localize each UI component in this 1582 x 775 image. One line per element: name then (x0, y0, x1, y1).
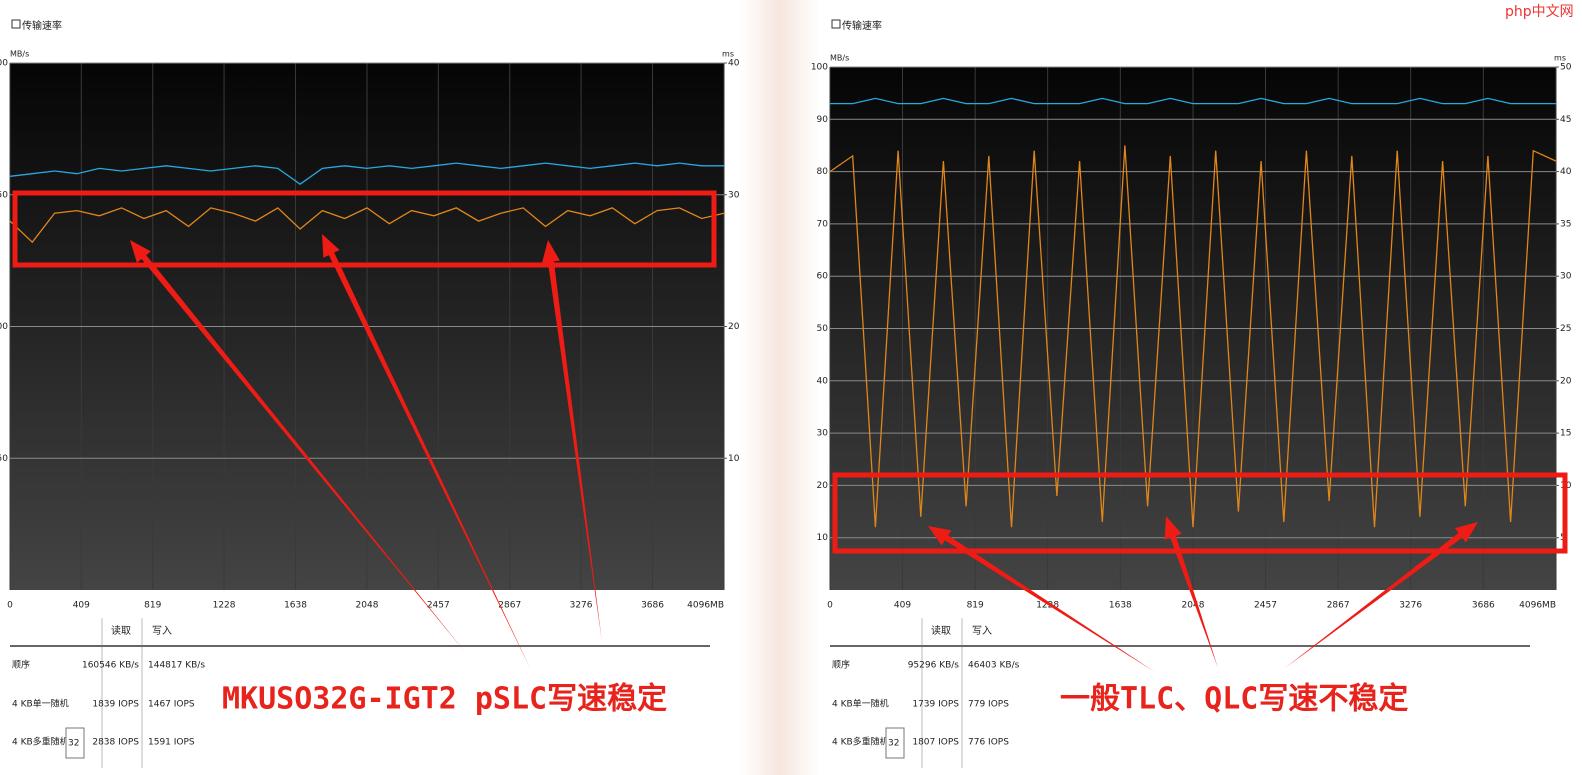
write-value: 776 IOPS (968, 738, 1009, 748)
y2-tick-label: 10 (728, 454, 740, 464)
queue-depth: 32 (888, 739, 899, 749)
row-label: 顺序 (832, 659, 850, 671)
series-line (830, 97, 1556, 105)
read-value: 95296 KB/s (908, 661, 960, 671)
x-tick-label: 409 (894, 601, 911, 611)
x-tick-label: 2457 (427, 601, 450, 611)
x-tick-label: 1228 (213, 601, 236, 611)
write-value: 144817 KB/s (148, 661, 205, 671)
x-tick-label: 3686 (1472, 601, 1495, 611)
series-line (9, 207, 725, 244)
highlight-box (832, 472, 1568, 554)
read-value: 1839 IOPS (92, 700, 139, 710)
x-tick-label: 409 (73, 601, 90, 611)
queue-spinner (65, 727, 85, 759)
y-tick-label: 10 (817, 533, 829, 543)
chart-title: 传输速率 (22, 19, 62, 32)
write-value: 46403 KB/s (968, 661, 1020, 671)
y-tick-label: 100 (811, 63, 828, 73)
table-header: 读取 (931, 624, 951, 637)
table-header: 写入 (152, 625, 172, 637)
y-tick-label: 20 (817, 481, 829, 491)
x-tick-label: 3686 (641, 601, 664, 611)
x-tick-label: 2048 (1182, 601, 1205, 611)
arrow (1285, 522, 1478, 668)
row-label: 4 KB单一随机 (832, 698, 889, 710)
arrow (928, 526, 1155, 672)
y-tick-label: 90 (817, 115, 829, 125)
y-tick-label: 30 (817, 429, 829, 439)
y2-tick-label: 25 (1560, 324, 1571, 334)
arrow (1164, 516, 1218, 668)
read-value: 2838 IOPS (92, 738, 139, 748)
y-axis-label: MB/s (10, 50, 29, 59)
y-tick-label: 60 (817, 272, 829, 282)
x-tick-label: 819 (144, 601, 161, 611)
y-tick-label: 40 (817, 376, 829, 386)
y2-tick-label: 45 (1560, 115, 1571, 125)
watermark: php中文网 (1505, 4, 1574, 20)
read-value: 1807 IOPS (912, 738, 959, 748)
x-tick-label: 4096MB (687, 601, 724, 611)
x-tick-label: 1638 (1109, 601, 1132, 611)
y2-tick-label: 40 (728, 59, 740, 69)
x-tick-label: 1228 (1036, 601, 1059, 611)
series-line (829, 145, 1557, 528)
annotation: MKUSO32G-IGT2 pSLC写速稳定 (222, 682, 667, 717)
divider (740, 0, 820, 775)
x-tick-label: 2048 (356, 601, 379, 611)
write-value: 1467 IOPS (148, 700, 195, 710)
y-tick-label: 50 (817, 324, 829, 334)
y2-tick-label: 20 (728, 322, 740, 332)
x-tick-label: 2457 (1254, 601, 1277, 611)
row-label: 4 KB多重随机 (832, 736, 889, 748)
y-tick-label: 150 (0, 190, 8, 200)
write-value: 1591 IOPS (148, 738, 195, 748)
x-tick-label: 3276 (1399, 601, 1422, 611)
y2-tick-label: 50 (1560, 63, 1572, 73)
y-tick-label: 80 (817, 167, 829, 177)
x-tick-label: 0 (827, 601, 833, 611)
row-label: 4 KB多重随机 (12, 736, 69, 748)
row-label: 4 KB单一随机 (12, 698, 69, 710)
annotation: 一般TLC、QLC写速不稳定 (1060, 682, 1408, 717)
x-tick-label: 0 (7, 601, 13, 611)
write-value: 779 IOPS (968, 700, 1009, 710)
y-axis-label: MB/s (830, 54, 849, 63)
checkbox (831, 19, 841, 29)
y-tick-label: 100 (0, 322, 8, 332)
y2-tick-label: 20 (1560, 376, 1572, 386)
chart-title: 传输速率 (842, 19, 882, 32)
x-tick-label: 819 (967, 601, 984, 611)
y2-tick-label: 35 (1560, 219, 1571, 229)
y-tick-label: 50 (0, 454, 8, 464)
table-header: 读取 (111, 624, 131, 637)
y2-tick-label: 15 (1560, 429, 1571, 439)
highlight-box (12, 190, 717, 268)
y2-tick-label: 40 (1560, 167, 1572, 177)
x-tick-label: 1638 (284, 601, 307, 611)
x-tick-label: 2867 (498, 601, 521, 611)
y-tick-label: 70 (817, 219, 829, 229)
queue-depth: 32 (68, 739, 79, 749)
series-line (9, 162, 724, 185)
x-tick-label: 2867 (1327, 601, 1350, 611)
arrow (130, 240, 465, 652)
y-tick-label: 200 (0, 59, 8, 69)
table-header: 写入 (972, 625, 992, 637)
x-tick-label: 3276 (570, 601, 593, 611)
row-label: 顺序 (12, 659, 30, 671)
read-value: 160546 KB/s (82, 661, 139, 671)
y2-axis-label: ms (1554, 54, 1566, 63)
queue-spinner (885, 727, 905, 759)
y2-axis-label: ms (722, 50, 734, 59)
x-tick-label: 4096MB (1519, 601, 1556, 611)
read-value: 1739 IOPS (912, 700, 959, 710)
checkbox (11, 19, 21, 29)
y2-tick-label: 30 (728, 190, 740, 200)
y2-tick-label: 30 (1560, 272, 1572, 282)
arrow (322, 234, 530, 668)
